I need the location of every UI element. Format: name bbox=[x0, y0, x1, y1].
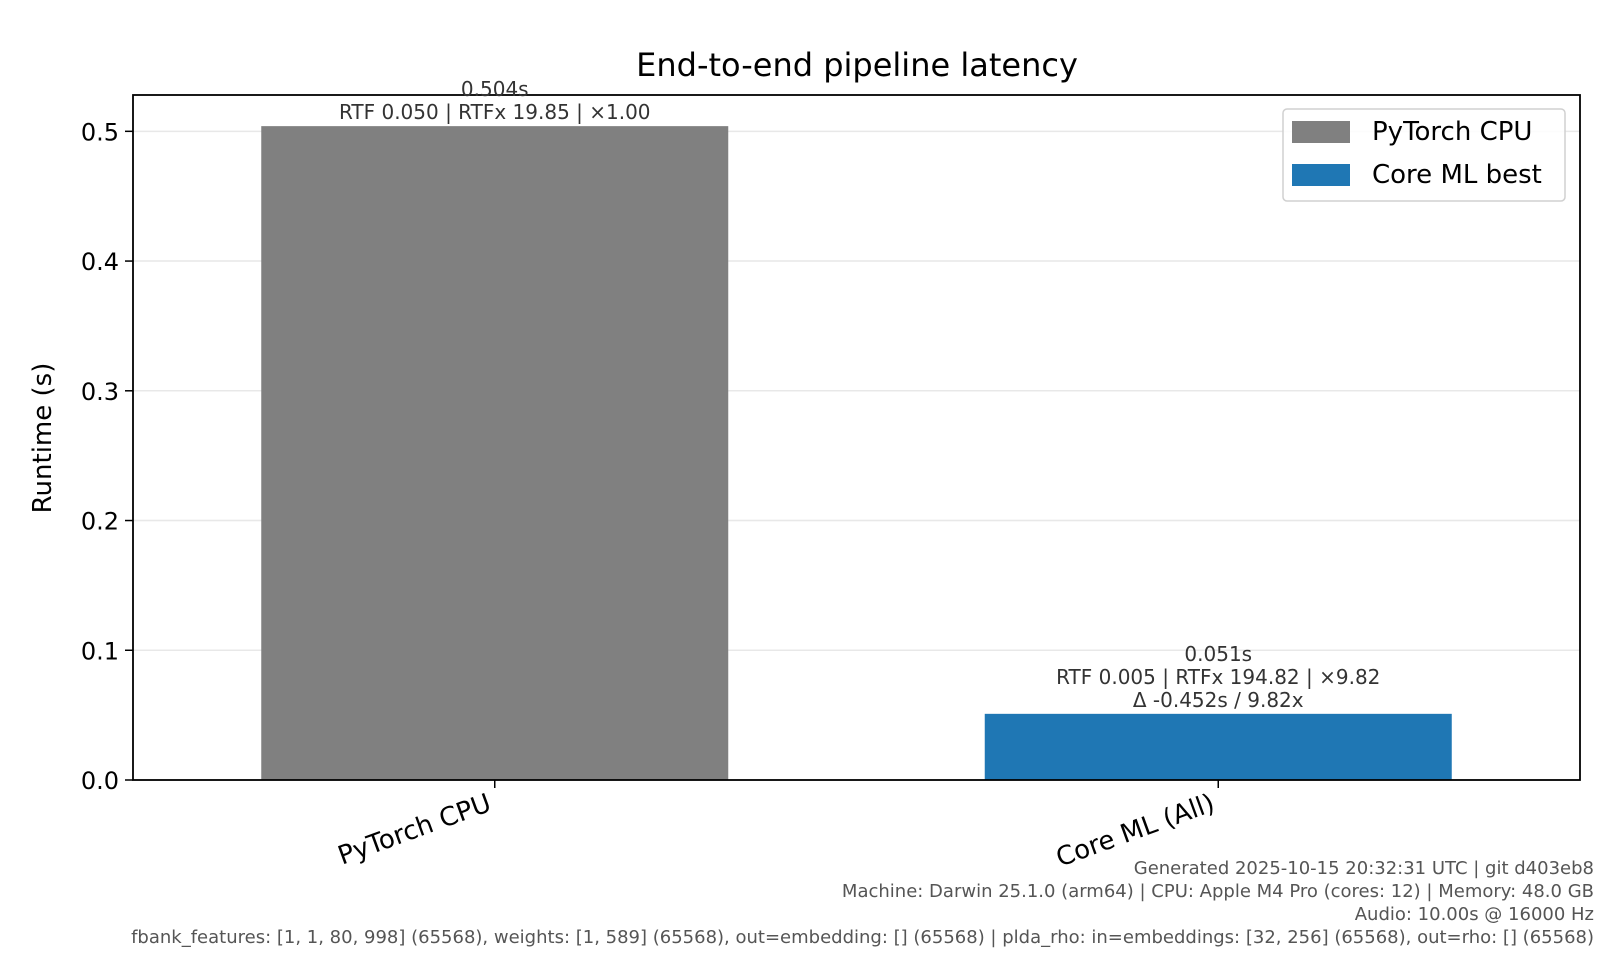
y-tick-label: 0.2 bbox=[81, 508, 119, 536]
legend-entry: Core ML best bbox=[1372, 160, 1542, 190]
footer-metadata: Generated 2025-10-15 20:32:31 UTC | git … bbox=[131, 858, 1594, 948]
chart-title: End-to-end pipeline latency bbox=[636, 46, 1078, 84]
footer-line: Audio: 10.00s @ 16000 Hz bbox=[1355, 904, 1594, 925]
bar-value-label: RTF 0.005 | RTFx 194.82 | ×9.82 bbox=[1056, 665, 1380, 689]
legend-swatch bbox=[1292, 121, 1350, 143]
plot-frame bbox=[132, 94, 1581, 781]
bar bbox=[984, 713, 1452, 780]
bar-value-label: Δ -0.452s / 9.82x bbox=[1133, 688, 1304, 712]
y-tick-label: 0.4 bbox=[81, 248, 119, 276]
bar-value-label: 0.051s bbox=[1184, 642, 1252, 666]
legend-entry: PyTorch CPU bbox=[1372, 117, 1532, 147]
y-tick-label: 0.5 bbox=[81, 118, 119, 146]
y-tick-label: 0.1 bbox=[81, 637, 119, 665]
footer-line: Generated 2025-10-15 20:32:31 UTC | git … bbox=[1134, 858, 1594, 879]
y-axis-label: Runtime (s) bbox=[28, 363, 58, 514]
legend-swatch bbox=[1292, 164, 1350, 186]
footer-line: Machine: Darwin 25.1.0 (arm64) | CPU: Ap… bbox=[842, 881, 1594, 902]
bar-value-label: 0.504s bbox=[461, 77, 529, 101]
y-tick-label: 0.0 bbox=[81, 767, 119, 795]
bar-value-label: RTF 0.050 | RTFx 19.85 | ×1.00 bbox=[339, 100, 651, 124]
footer-line: fbank_features: [1, 1, 80, 998] (65568),… bbox=[131, 927, 1594, 948]
legend-box bbox=[1282, 108, 1566, 202]
y-tick-label: 0.3 bbox=[81, 378, 119, 406]
bar bbox=[261, 126, 729, 781]
legend: PyTorch CPU Core ML best bbox=[1282, 108, 1566, 202]
